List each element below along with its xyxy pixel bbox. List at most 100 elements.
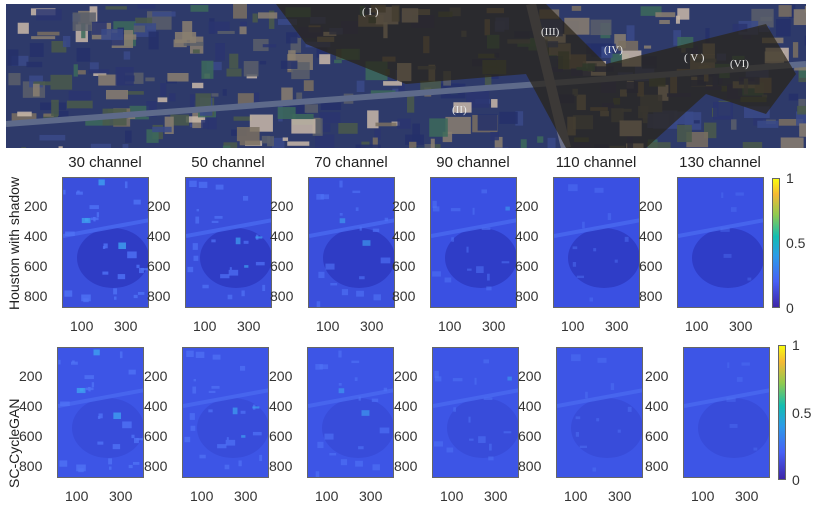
- aerial-building: [51, 40, 67, 53]
- aerial-building: [215, 43, 225, 61]
- aerial-building: [757, 120, 779, 128]
- x-tick-label: 300: [484, 488, 508, 504]
- bright-feature: [232, 407, 238, 415]
- y-tick-label: 400: [394, 398, 418, 414]
- aerial-building: [223, 142, 238, 148]
- bright-feature: [432, 200, 437, 208]
- bright-feature: [319, 364, 329, 370]
- colorbar-tick-label: 0.5: [786, 235, 806, 251]
- bright-feature: [75, 191, 83, 195]
- bright-feature: [505, 206, 510, 211]
- aerial-building: [233, 4, 247, 19]
- aerial-building: [51, 99, 59, 116]
- aerial-building: [601, 46, 613, 58]
- aerial-building: [21, 147, 26, 148]
- aerial-building: [226, 68, 242, 77]
- aerial-building: [160, 82, 167, 97]
- bright-feature: [195, 351, 205, 358]
- bright-feature: [228, 269, 239, 276]
- bright-feature: [730, 207, 737, 212]
- bright-feature: [627, 406, 632, 412]
- x-tick-label: 300: [114, 318, 138, 334]
- aerial-building: [291, 119, 316, 134]
- aerial-building: [789, 4, 796, 18]
- aerial-building: [148, 31, 159, 50]
- aerial-building: [217, 30, 235, 34]
- bright-feature: [501, 261, 510, 264]
- bright-feature: [193, 255, 199, 261]
- bright-feature: [472, 207, 475, 215]
- aerial-building: [145, 77, 155, 82]
- y-tick-label: 200: [518, 368, 542, 384]
- aerial-building: [157, 97, 168, 103]
- bright-feature: [352, 190, 361, 194]
- aerial-building: [792, 42, 799, 58]
- aerial-building: [183, 41, 204, 46]
- y-tick-label: 800: [645, 458, 669, 474]
- aerial-building: [322, 123, 331, 133]
- aerial-building: [146, 101, 157, 117]
- y-tick-label: 400: [639, 228, 663, 244]
- bright-feature: [575, 416, 581, 420]
- aerial-building: [185, 116, 206, 123]
- bright-feature: [89, 205, 99, 210]
- heatmap-panel: [185, 177, 272, 308]
- aerial-building: [778, 119, 804, 126]
- aerial-building: [115, 66, 134, 86]
- aerial-building: [43, 113, 54, 117]
- heatmap-panel: [308, 177, 395, 308]
- bright-feature: [354, 377, 358, 381]
- bright-feature: [202, 284, 209, 289]
- aerial-building: [793, 9, 806, 26]
- bright-feature: [212, 354, 221, 360]
- aerial-building: [334, 59, 342, 64]
- x-tick-label: 300: [234, 488, 258, 504]
- aerial-building: [233, 116, 253, 121]
- cloud-shadow: [276, 4, 796, 148]
- heatmap-image: [678, 178, 763, 307]
- aerial-building: [673, 30, 682, 46]
- aerial-image-houston: [6, 4, 806, 148]
- bright-feature: [596, 418, 600, 422]
- bright-feature: [113, 288, 118, 295]
- bright-feature: [741, 362, 750, 366]
- aerial-building: [732, 23, 748, 32]
- bright-feature: [362, 240, 371, 246]
- aerial-building: [315, 134, 335, 148]
- aerial-building: [267, 136, 275, 147]
- bright-feature: [84, 218, 89, 222]
- y-tick-label: 600: [144, 428, 168, 444]
- aerial-building: [659, 19, 670, 25]
- shadow-region: [322, 398, 393, 458]
- aerial-building: [98, 74, 117, 86]
- aerial-building: [515, 111, 524, 126]
- aerial-building: [121, 34, 137, 40]
- aerial-building: [17, 111, 32, 117]
- bright-feature: [341, 289, 349, 296]
- bright-feature: [589, 297, 594, 302]
- bright-feature: [325, 263, 335, 270]
- aerial-building: [272, 137, 285, 148]
- aerial-building: [775, 19, 791, 37]
- aerial-building: [407, 95, 415, 113]
- bright-feature: [122, 421, 132, 429]
- aerial-building: [277, 107, 296, 119]
- x-tick-label: 100: [438, 318, 462, 334]
- bright-feature: [98, 413, 103, 419]
- y-tick-label: 800: [19, 458, 43, 474]
- aerial-building: [484, 75, 492, 86]
- aerial-building: [192, 49, 200, 54]
- bright-feature: [64, 290, 73, 297]
- aerial-building: [125, 130, 132, 143]
- aerial-building: [375, 122, 397, 127]
- aerial-building: [355, 144, 381, 148]
- bright-feature: [593, 248, 597, 252]
- aerial-building: [76, 47, 91, 62]
- y-tick-label: 600: [24, 258, 48, 274]
- aerial-building: [435, 144, 441, 148]
- aerial-building: [170, 114, 189, 126]
- bright-feature: [469, 438, 474, 441]
- aerial-building: [797, 105, 806, 115]
- bright-feature: [597, 357, 607, 363]
- bright-feature: [614, 259, 618, 263]
